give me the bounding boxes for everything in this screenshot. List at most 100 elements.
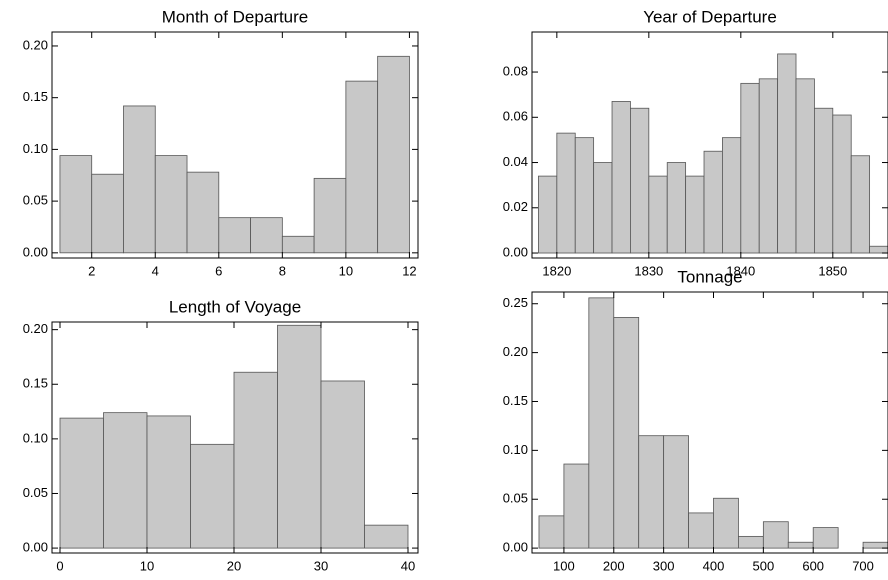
bar xyxy=(758,78,779,254)
bar xyxy=(91,173,124,254)
y-tick-label: 0.15 xyxy=(23,89,48,104)
x-tick-label: 10 xyxy=(140,558,154,573)
bar xyxy=(146,415,191,549)
bar xyxy=(869,245,888,254)
x-tick-label: 400 xyxy=(703,558,725,573)
y-tick-label: 0.10 xyxy=(23,430,48,445)
bar xyxy=(364,524,409,549)
plot-frame xyxy=(51,31,419,259)
bar xyxy=(611,101,631,254)
bar xyxy=(154,155,188,254)
chart-title: Length of Voyage xyxy=(169,297,301,316)
y-tick-label: 0.20 xyxy=(23,37,48,52)
bar xyxy=(850,155,871,254)
plot-frame xyxy=(51,321,419,554)
x-tick-label: 0 xyxy=(56,558,63,573)
plot-frame xyxy=(531,291,888,554)
y-tick-label: 0.00 xyxy=(503,244,528,259)
bar xyxy=(277,324,322,549)
bar xyxy=(638,435,665,549)
bar xyxy=(250,217,283,254)
y-tick-label: 0.20 xyxy=(503,344,528,359)
bar xyxy=(613,317,640,549)
bar xyxy=(663,435,689,549)
bar xyxy=(666,162,687,254)
bar xyxy=(688,512,714,549)
y-tick-label: 0.04 xyxy=(503,154,528,169)
y-tick-label: 0.25 xyxy=(503,295,528,310)
y-tick-label: 0.05 xyxy=(503,491,528,506)
x-tick-label: 20 xyxy=(227,558,241,573)
chart-title: Month of Departure xyxy=(162,7,308,26)
x-tick-label: 40 xyxy=(401,558,415,573)
x-tick-label: 300 xyxy=(653,558,675,573)
bar xyxy=(862,541,888,549)
bar xyxy=(186,171,220,254)
x-tick-label: 8 xyxy=(279,263,286,278)
y-tick-label: 0.10 xyxy=(503,442,528,457)
y-tick-label: 0.05 xyxy=(23,485,48,500)
x-tick-label: 100 xyxy=(553,558,575,573)
x-tick-label: 1840 xyxy=(726,263,755,278)
bar xyxy=(233,371,278,549)
bar xyxy=(190,443,235,549)
x-tick-label: 12 xyxy=(402,263,416,278)
y-tick-label: 0.02 xyxy=(503,199,528,214)
y-tick-label: 0.15 xyxy=(23,376,48,391)
bar xyxy=(593,162,613,254)
x-tick-label: 700 xyxy=(852,558,874,573)
bar xyxy=(538,175,558,254)
y-tick-label: 0.15 xyxy=(503,393,528,408)
bar xyxy=(313,177,347,254)
bar xyxy=(320,380,365,549)
bar xyxy=(703,150,723,254)
bar xyxy=(740,82,760,254)
bar xyxy=(574,137,595,254)
bar xyxy=(832,114,852,254)
x-tick-label: 4 xyxy=(152,263,159,278)
bar xyxy=(722,137,742,254)
bar xyxy=(377,55,410,254)
bar xyxy=(123,105,156,254)
bar xyxy=(563,463,590,549)
x-tick-label: 1850 xyxy=(818,263,847,278)
x-tick-label: 500 xyxy=(752,558,774,573)
y-tick-label: 0.20 xyxy=(23,321,48,336)
bar xyxy=(814,107,834,254)
y-tick-label: 0.00 xyxy=(503,540,528,555)
bar xyxy=(713,497,739,549)
x-tick-label: 200 xyxy=(603,558,625,573)
bar xyxy=(218,217,251,254)
x-tick-label: 2 xyxy=(88,263,95,278)
bar xyxy=(630,107,650,254)
x-tick-label: 1820 xyxy=(542,263,571,278)
bar xyxy=(281,235,315,254)
y-tick-label: 0.00 xyxy=(23,244,48,259)
chart-title: Tonnage xyxy=(677,267,742,286)
y-tick-label: 0.00 xyxy=(23,540,48,555)
bar xyxy=(738,535,764,549)
bar xyxy=(556,132,576,254)
bar xyxy=(538,515,565,549)
y-tick-label: 0.05 xyxy=(23,193,48,208)
x-tick-label: 600 xyxy=(802,558,824,573)
bar xyxy=(103,412,148,549)
bar xyxy=(345,80,379,254)
bar xyxy=(812,527,839,549)
x-tick-label: 30 xyxy=(314,558,328,573)
bar xyxy=(787,541,814,549)
bar xyxy=(777,53,797,254)
x-tick-label: 10 xyxy=(339,263,353,278)
bar xyxy=(59,417,104,549)
y-tick-label: 0.08 xyxy=(503,63,528,78)
y-tick-label: 0.06 xyxy=(503,109,528,124)
x-tick-label: 1830 xyxy=(634,263,663,278)
chart-title: Year of Departure xyxy=(643,7,777,26)
bar xyxy=(588,297,615,549)
bar xyxy=(795,78,815,254)
plot-frame xyxy=(531,31,888,259)
x-tick-label: 6 xyxy=(215,263,222,278)
bar xyxy=(685,175,705,254)
bar xyxy=(648,175,668,254)
